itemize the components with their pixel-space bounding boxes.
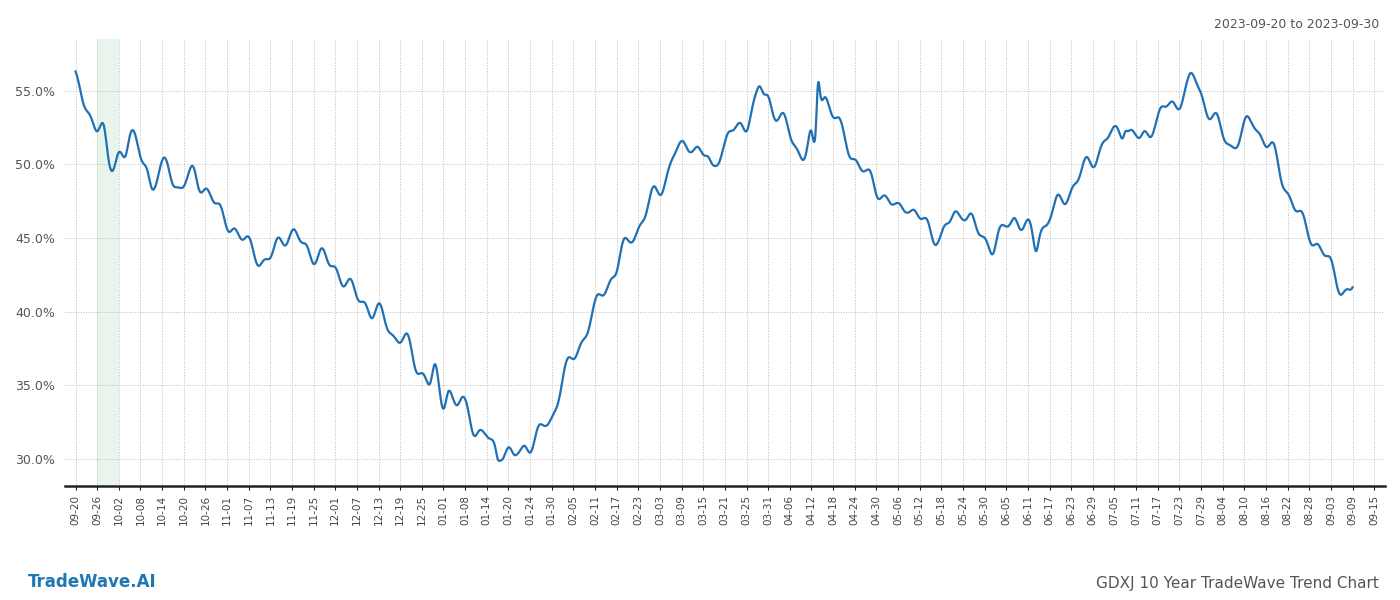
Bar [97, 39, 119, 486]
Text: 2023-09-20 to 2023-09-30: 2023-09-20 to 2023-09-30 [1214, 18, 1379, 31]
Text: TradeWave.AI: TradeWave.AI [28, 573, 157, 591]
Text: GDXJ 10 Year TradeWave Trend Chart: GDXJ 10 Year TradeWave Trend Chart [1096, 576, 1379, 591]
